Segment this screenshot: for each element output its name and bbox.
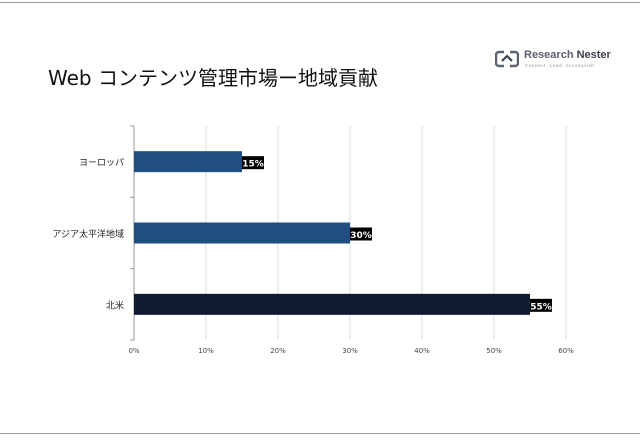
bottom-rule [0, 433, 640, 434]
x-tick-label: 0% [128, 347, 139, 355]
research-nester-logo: Research Nester Connect. Lead. Accomplis… [495, 49, 611, 73]
x-tick-label: 20% [270, 347, 286, 355]
data-label: 55% [530, 302, 552, 312]
data-label-box [242, 156, 264, 170]
bar [134, 151, 242, 173]
top-rule [0, 2, 640, 3]
bars [134, 151, 530, 315]
logo-name-part1: Research [524, 49, 577, 61]
data-label: 30% [350, 231, 372, 241]
x-tick-label: 40% [414, 347, 430, 355]
logo-tagline: Connect. Lead. Accomplish [525, 63, 595, 68]
x-tick-label: 30% [342, 347, 358, 355]
logo-mark-icon [495, 50, 519, 68]
bar [134, 222, 350, 244]
data-label-box [350, 227, 372, 241]
y-category-label: ヨーロッパ [79, 158, 124, 169]
x-tick-label: 10% [198, 347, 214, 355]
y-category-label: アジア太平洋地域 [52, 228, 124, 240]
x-tick-label: 50% [486, 347, 502, 355]
data-label-box [530, 298, 552, 312]
logo-name-part2: Nester [576, 49, 611, 61]
chart-title: Web コンテンツ管理市場ー地域貢献 [48, 66, 378, 90]
logo-name: Research Nester [524, 49, 611, 61]
x-tick-label: 60% [558, 347, 574, 355]
bar [134, 293, 530, 315]
axes [130, 125, 135, 341]
y-category-label: 北米 [106, 299, 124, 311]
labels: 0% 10% 20% 30% 40% 50% 60% ヨーロッパ 15% アジア太平洋地域 30% 北… [52, 156, 574, 355]
data-label: 15% [242, 160, 264, 170]
